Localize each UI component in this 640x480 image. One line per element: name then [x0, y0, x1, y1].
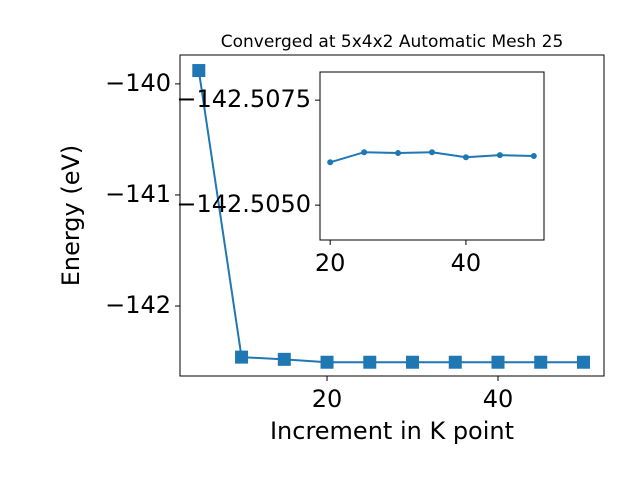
marker: [277, 352, 291, 366]
y-axis-label: Energy (eV): [57, 145, 85, 287]
marker: [448, 355, 462, 369]
marker: [462, 154, 469, 161]
x-tick-label: 20: [315, 249, 346, 277]
chart-title: Converged at 5x4x2 Automatic Mesh 25: [221, 32, 564, 52]
marker: [363, 355, 377, 369]
marker: [491, 355, 505, 369]
plot-frame: [179, 54, 605, 377]
x-tick-label: 20: [312, 385, 343, 413]
series-line: [197, 70, 584, 364]
marker: [320, 355, 334, 369]
marker: [361, 149, 368, 156]
marker: [534, 355, 548, 369]
marker: [406, 355, 420, 369]
y-tick-label: −142: [105, 291, 171, 319]
marker: [235, 350, 249, 364]
marker: [192, 64, 206, 78]
marker: [530, 153, 537, 159]
y-tick-label: −141: [105, 180, 171, 208]
marker: [395, 150, 402, 157]
x-tick-label: 40: [483, 385, 514, 413]
marker: [327, 159, 334, 166]
y-tick-label: −140: [105, 69, 171, 97]
plot-frame: [319, 71, 545, 241]
y-tick-label: −142.5050: [176, 190, 311, 218]
x-axis-label: Increment in K point: [270, 417, 514, 445]
marker: [496, 152, 503, 159]
y-tick-label: −142.5075: [176, 85, 311, 113]
marker: [429, 149, 435, 156]
marker: [576, 355, 590, 369]
x-tick-label: 40: [451, 249, 482, 277]
